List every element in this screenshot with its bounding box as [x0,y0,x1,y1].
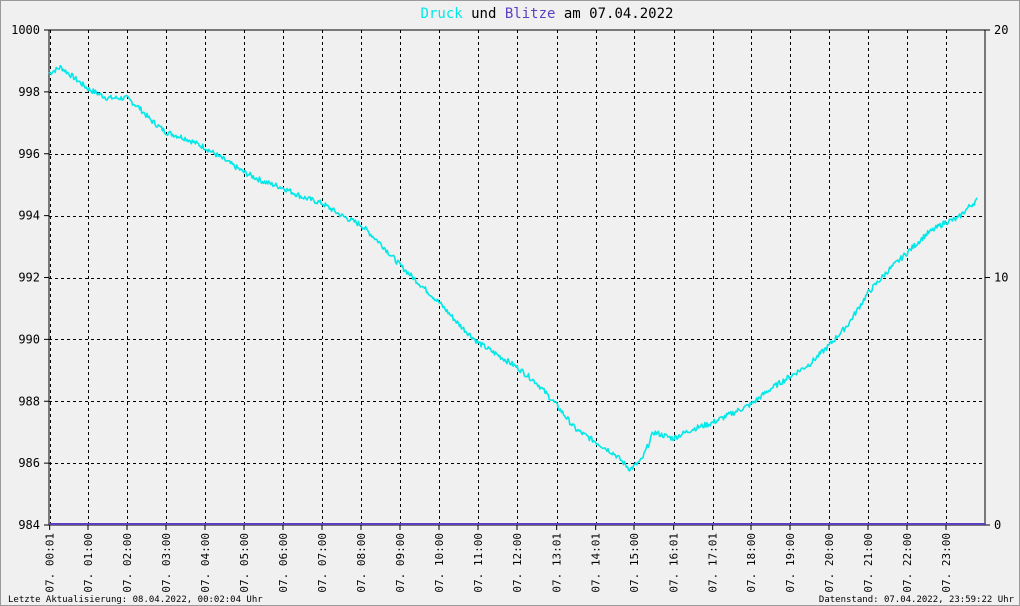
x-axis-tick-label: 07. 22:00 [901,533,914,593]
x-axis-tick-label: 07. 13:01 [551,533,564,593]
footer-last-update: Letzte Aktualisierung: 08.04.2022, 00:02… [8,595,263,605]
left-axis-tick-label: 984 [18,518,40,532]
x-axis-tick-label: 07. 11:00 [472,533,485,593]
x-axis-tick-label: 07. 23:00 [940,533,953,593]
left-axis-tick-label: 988 [18,394,40,408]
x-axis-tick-label: 07. 16:01 [668,533,681,593]
left-axis-tick-label: 992 [18,271,40,285]
x-axis-tick-label: 07. 05:00 [238,533,251,593]
right-axis-ticks: 20 10 0 [985,23,1008,532]
x-axis-tick-label: 07. 00:01 [44,533,57,593]
grid-lines [49,30,985,525]
left-axis-tick-label: 994 [18,209,40,223]
series-druck-line [48,64,978,472]
x-axis-ticks: 07. 00:01 07. 01:00 07. 02:00 07. 03:00 07. … [44,525,953,593]
left-axis-tick-label: 996 [18,147,40,161]
chart-title: Druck und Blitze am 07.04.2022 [421,6,674,22]
x-axis-tick-label: 07. 08:00 [355,533,368,593]
right-axis-tick-label: 0 [994,518,1001,532]
left-axis-tick-label: 1000 [11,23,40,37]
left-axis-tick-label: 986 [18,456,40,470]
title-blitze: Blitze [505,6,556,22]
left-axis-tick-label: 998 [18,85,40,99]
x-axis-tick-label: 07. 09:00 [394,533,407,593]
right-axis-tick-label: 10 [994,271,1008,285]
left-axis-ticks: 1000 998 996 994 992 990 988 986 984 [11,23,49,532]
x-axis-tick-label: 07. 06:00 [277,533,290,593]
footer-data-status: Datenstand: 07.04.2022, 23:59:22 Uhr [819,595,1015,605]
x-axis-tick-label: 07. 04:00 [199,533,212,593]
x-axis-tick-label: 07. 21:00 [862,533,875,593]
x-axis-tick-label: 07. 01:00 [82,533,95,593]
title-druck: Druck [421,6,464,22]
x-axis-tick-label: 07. 18:00 [745,533,758,593]
x-axis-tick-label: 07. 12:00 [511,533,524,593]
x-axis-tick-label: 07. 19:00 [784,533,797,593]
x-axis-tick-label: 07. 07:00 [316,533,329,593]
x-axis-tick-label: 07. 03:00 [160,533,173,593]
x-axis-tick-label: 07. 02:00 [121,533,134,593]
data-series [48,64,985,525]
x-axis-tick-label: 07. 15:00 [628,533,641,593]
x-axis-tick-label: 07. 10:00 [433,533,446,593]
title-date: am 07.04.2022 [555,6,673,22]
title-und: und [463,6,505,22]
right-axis-tick-label: 20 [994,23,1008,37]
x-axis-tick-label: 07. 17:01 [707,533,720,593]
x-axis-tick-label: 07. 20:00 [823,533,836,593]
left-axis-tick-label: 990 [18,332,40,346]
x-axis-tick-label: 07. 14:01 [590,533,603,593]
